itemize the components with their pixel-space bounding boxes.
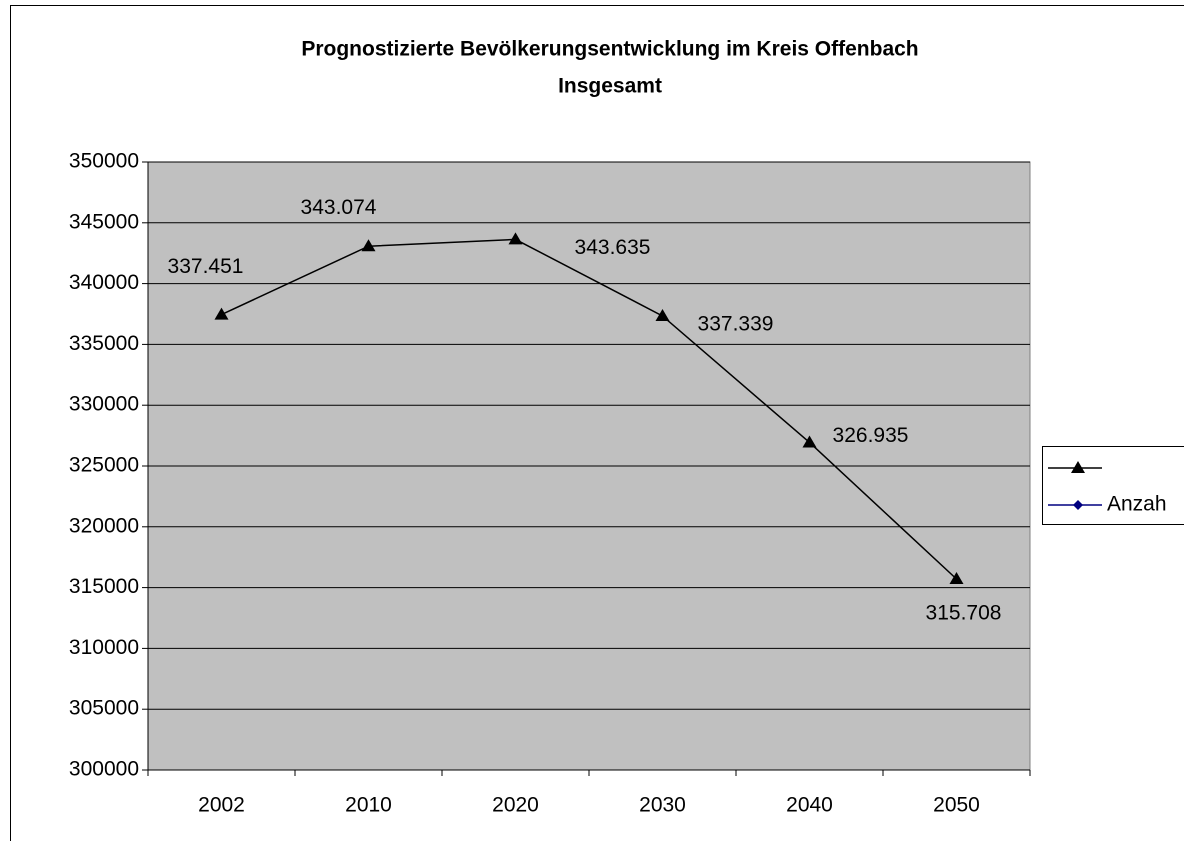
x-tick-label: 2030 (639, 794, 686, 817)
x-tick-label: 2002 (198, 794, 245, 817)
x-tick-label: 2020 (492, 794, 539, 817)
y-tick-label: 320000 (69, 514, 139, 537)
marker (214, 307, 229, 320)
marker (1071, 461, 1085, 473)
data-label: 343.635 (575, 236, 651, 259)
y-tick-label: 340000 (69, 271, 139, 294)
marker (655, 308, 670, 321)
data-label: 326.935 (833, 424, 909, 447)
marker (1073, 500, 1083, 510)
marker (802, 435, 817, 448)
data-label: 315.708 (926, 602, 1002, 625)
y-tick-label: 315000 (69, 575, 139, 598)
legend-box (1042, 446, 1184, 525)
x-tick-label: 2040 (786, 794, 833, 817)
series-line (221, 238, 958, 580)
x-tick-label: 2010 (345, 794, 392, 817)
marker (361, 239, 376, 252)
x-tick-label: 2050 (933, 794, 980, 817)
data-label: 343.074 (301, 196, 377, 219)
y-tick-label: 305000 (69, 697, 139, 720)
legend-label: Anzah (1107, 493, 1167, 516)
y-tick-label: 310000 (69, 636, 139, 659)
chart-subtitle: Insgesamt (558, 75, 662, 98)
y-tick-label: 325000 (69, 454, 139, 477)
y-tick-label: 300000 (69, 758, 139, 781)
data-label: 337.451 (168, 255, 244, 278)
data-label: 337.339 (698, 313, 774, 336)
y-tick-label: 335000 (69, 332, 139, 355)
marker (508, 232, 523, 245)
y-tick-label: 330000 (69, 393, 139, 416)
marker (949, 571, 964, 584)
y-tick-label: 350000 (69, 150, 139, 173)
y-tick-label: 345000 (69, 210, 139, 233)
chart-title: Prognostizierte Bevölkerungsentwicklung … (301, 38, 918, 61)
